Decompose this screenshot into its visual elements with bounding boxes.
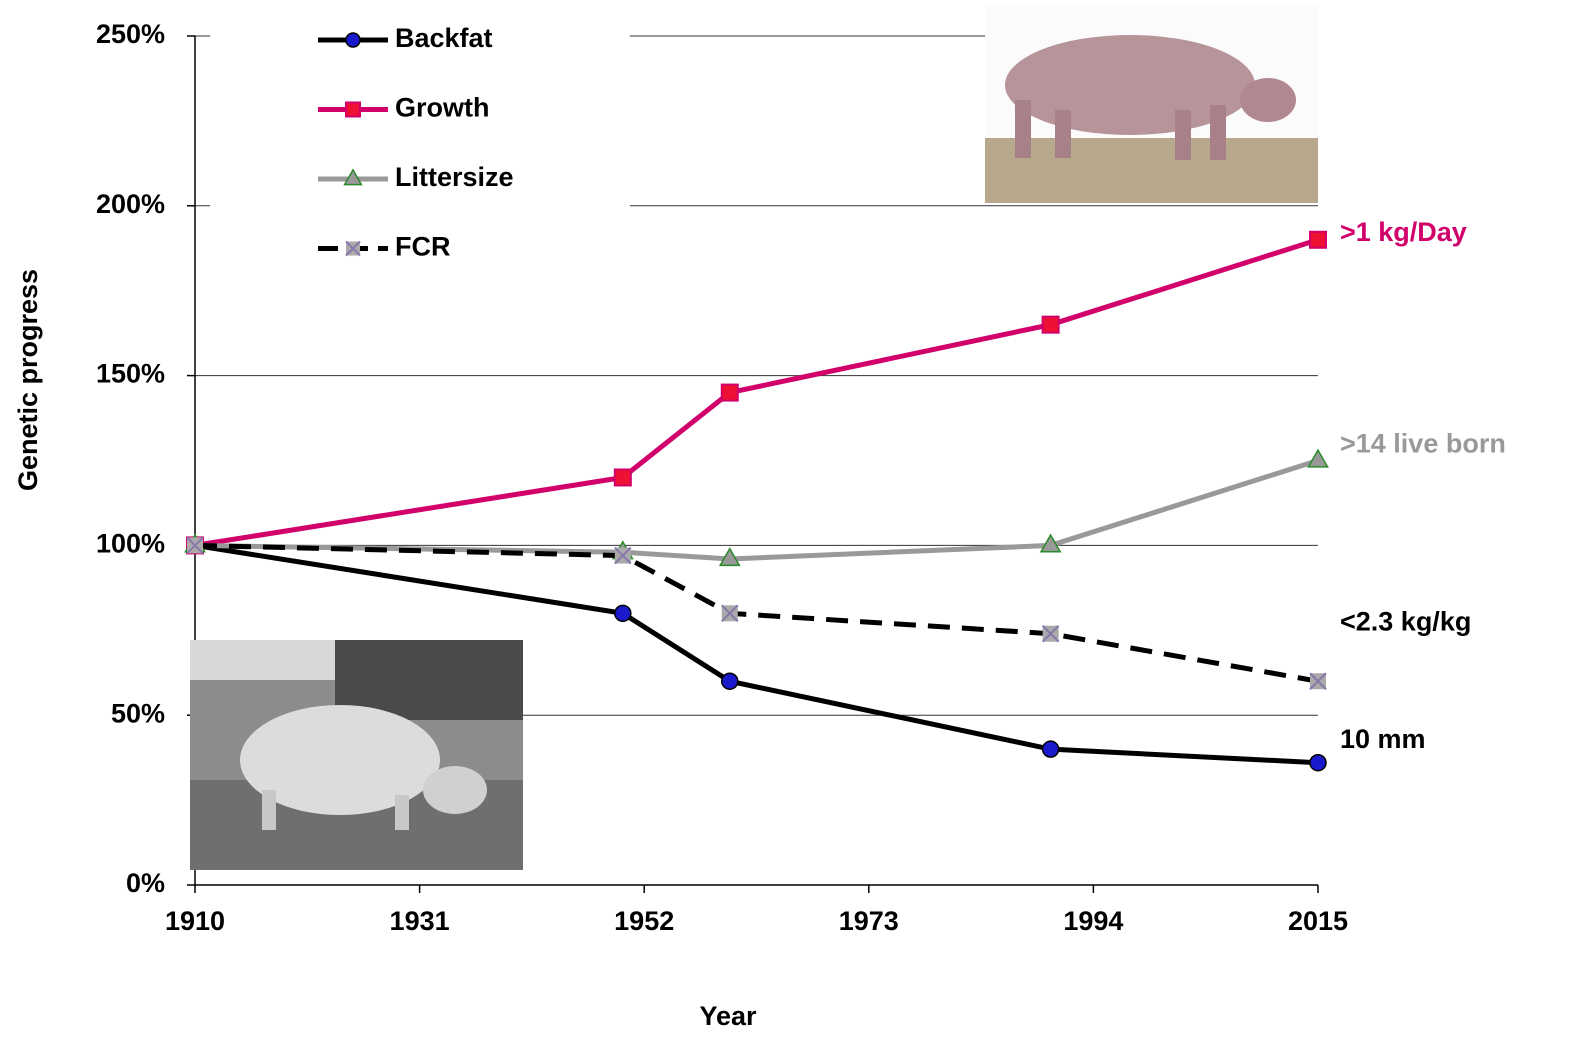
legend-label: FCR — [395, 232, 451, 262]
legend-label: Backfat — [395, 23, 493, 53]
photo-old-pig — [190, 640, 523, 870]
marker — [615, 548, 631, 564]
marker — [1310, 673, 1326, 689]
series-line — [195, 240, 1318, 546]
marker — [1043, 317, 1059, 333]
marker — [722, 673, 738, 689]
marker — [346, 103, 360, 117]
photo-modern-pig — [985, 5, 1318, 203]
marker — [722, 605, 738, 621]
end-label: 10 mm — [1340, 724, 1426, 754]
marker — [1310, 755, 1326, 771]
marker — [1308, 450, 1327, 467]
x-tick-label: 1952 — [614, 906, 674, 936]
marker — [346, 33, 360, 47]
marker — [1043, 741, 1059, 757]
marker — [187, 537, 203, 553]
end-label: >14 live born — [1340, 429, 1506, 459]
x-tick-label: 1910 — [165, 906, 225, 936]
y-tick-label: 50% — [111, 698, 165, 728]
y-tick-label: 0% — [126, 868, 165, 898]
marker — [615, 605, 631, 621]
legend-label: Growth — [395, 93, 490, 123]
marker — [1043, 626, 1059, 642]
end-label: >1 kg/Day — [1340, 217, 1467, 247]
legend-label: Littersize — [395, 162, 514, 192]
marker — [1310, 232, 1326, 248]
series-line — [195, 461, 1318, 559]
y-tick-label: 200% — [96, 189, 165, 219]
marker — [346, 242, 360, 256]
y-axis-title: Genetic progress — [13, 269, 43, 491]
x-tick-label: 1973 — [839, 906, 899, 936]
marker — [722, 385, 738, 401]
y-tick-label: 250% — [96, 19, 165, 49]
chart: Year Genetic progress 0% 50% 100% 150% 200% 2… — [0, 0, 1574, 1039]
y-tick-label: 150% — [96, 359, 165, 389]
end-label: <2.3 kg/kg — [1340, 606, 1471, 636]
x-axis-title: Year — [699, 1001, 757, 1031]
x-tick-label: 1931 — [390, 906, 450, 936]
marker — [615, 469, 631, 485]
x-tick-label: 1994 — [1063, 906, 1123, 936]
x-tick-label: 2015 — [1288, 906, 1348, 936]
y-tick-label: 100% — [96, 529, 165, 559]
